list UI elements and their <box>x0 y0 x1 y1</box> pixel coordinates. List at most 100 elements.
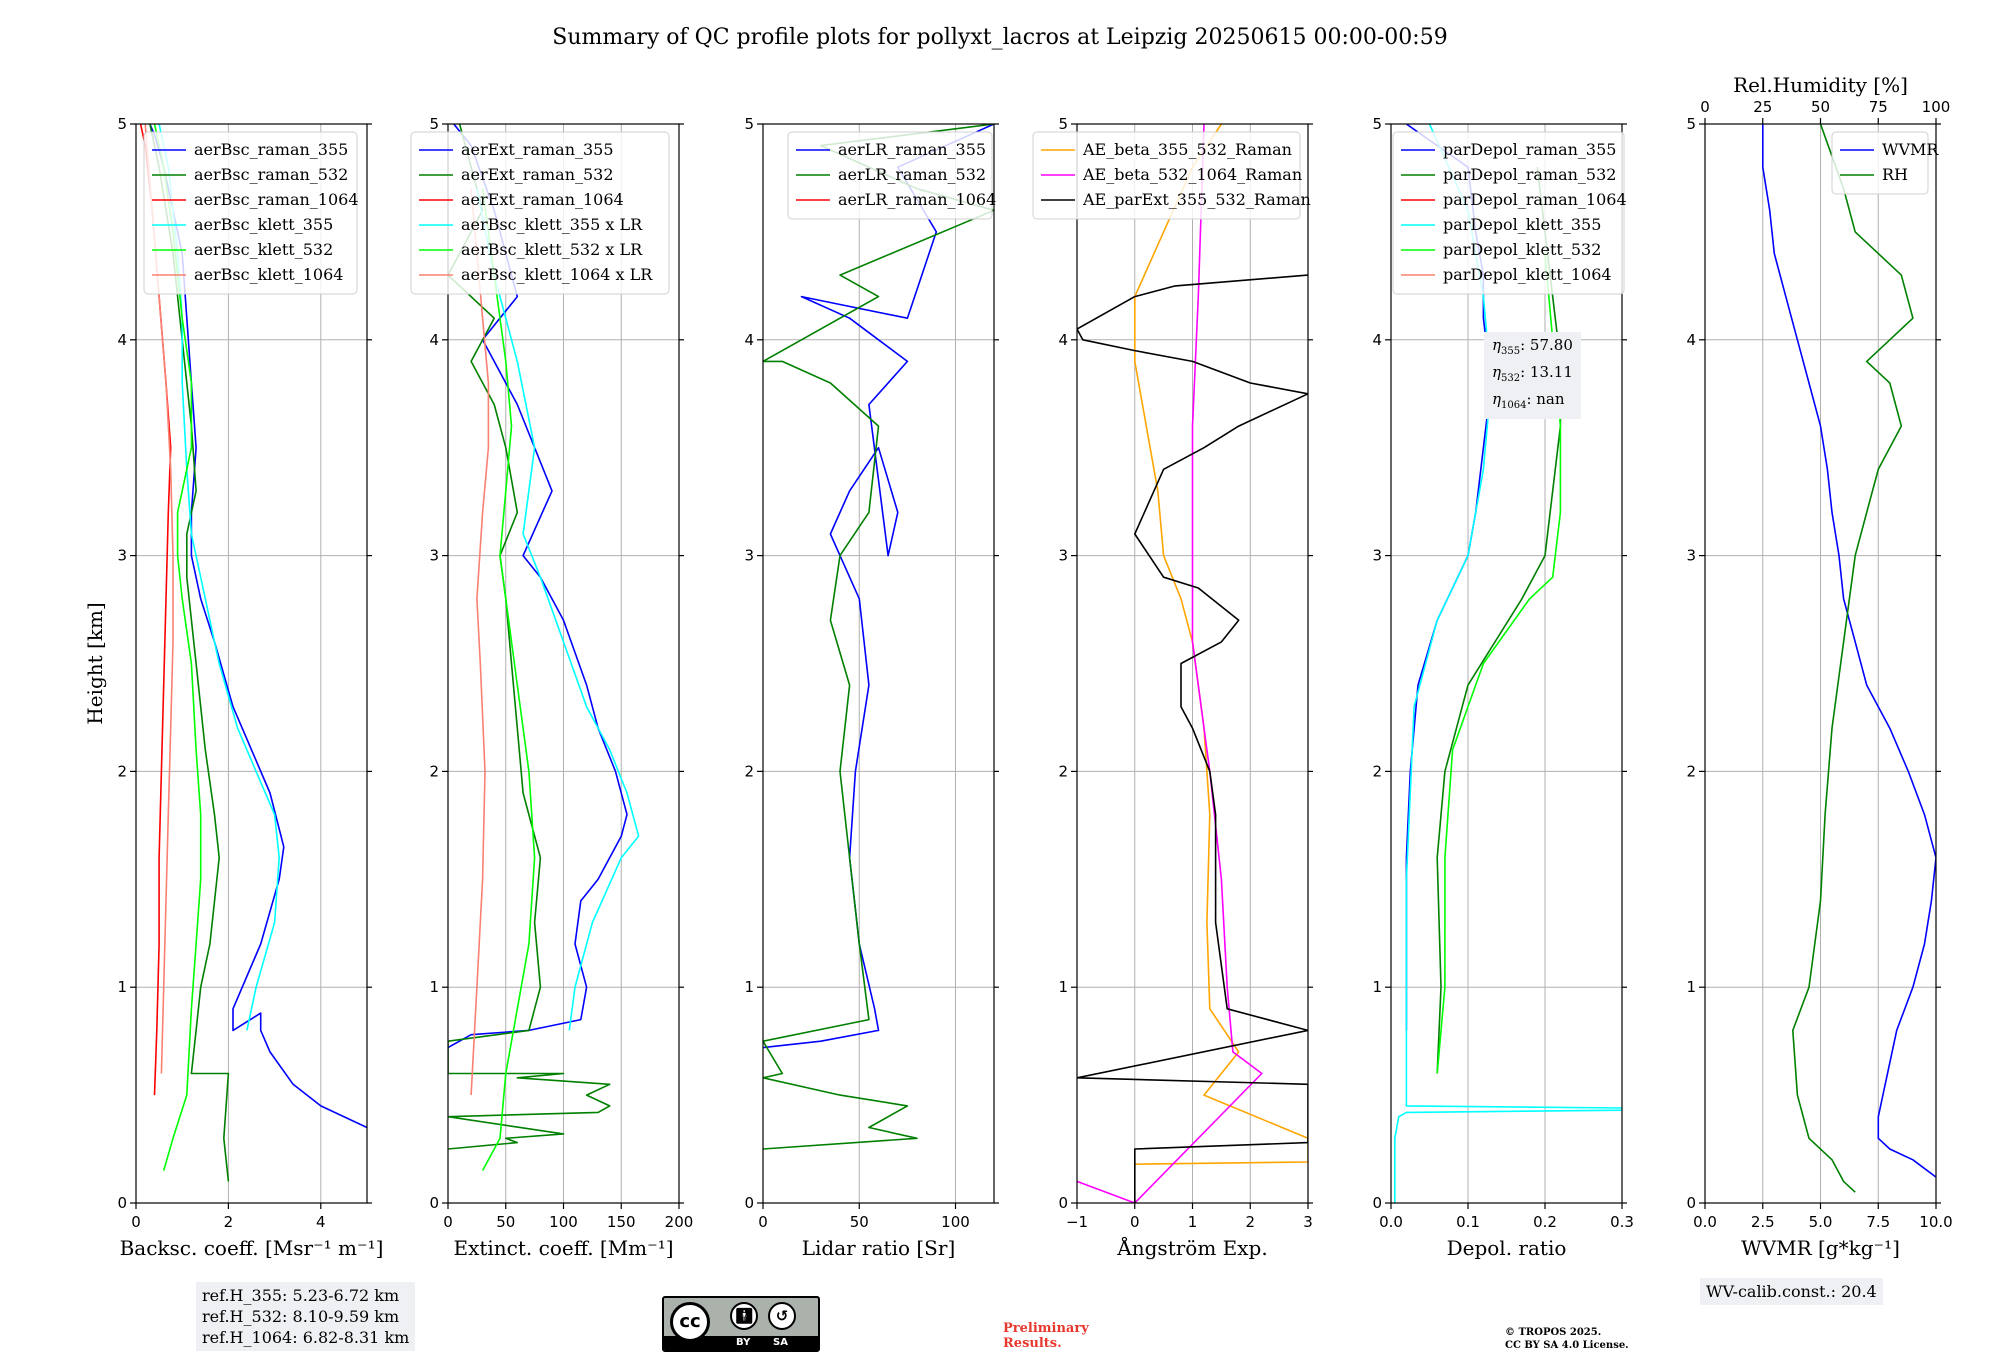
legend-entry: parDepol_klett_1064 <box>1443 265 1612 284</box>
legend-entry: aerBsc_klett_1064 <box>194 265 343 284</box>
depol-calib-box: η355: 57.80 η532: 13.11 η1064: nan <box>1484 332 1581 419</box>
legend-entry: aerBsc_klett_355 x LR <box>461 215 643 234</box>
x-tick-label: 0 <box>443 1213 453 1231</box>
y-tick-label: 4 <box>744 331 754 349</box>
series-line-aerext-raman-532 <box>448 124 611 1150</box>
y-tick-label: 5 <box>1686 115 1696 133</box>
y-tick-label: 5 <box>1058 115 1068 133</box>
axes-frame <box>135 123 368 1204</box>
x-tick-label: 7.5 <box>1866 1213 1890 1231</box>
legend-entry: aerLR_raman_532 <box>838 165 986 184</box>
y-tick-label: 5 <box>117 115 127 133</box>
axes-panel-3: 0 50 100 0 1 2 3 4 5 Lidar ratio [Sr] aerLR_raman_… <box>744 115 999 1260</box>
y-tick-label: 0 <box>744 1194 754 1212</box>
x-tick-label: −1 <box>1066 1213 1088 1231</box>
y-tick-label: 3 <box>429 547 439 565</box>
series-line-aerbsc-klett-355-x-lr <box>476 188 640 1031</box>
series-line-rh <box>1792 124 1914 1193</box>
y-tick-label: 4 <box>1686 331 1696 349</box>
x-axis-label: Lidar ratio [Sr] <box>802 1236 956 1260</box>
axes-panel-5: 0.0 0.1 0.2 0.3 0 1 2 3 4 5 Depol. ratio parDepol_r… <box>1372 115 1633 1260</box>
legend-box <box>1032 131 1301 220</box>
y-tick-label: 3 <box>1058 547 1068 565</box>
x-tick-label: 2 <box>1245 1213 1255 1231</box>
y-tick-label: 5 <box>429 115 439 133</box>
legend-entry: parDepol_klett_532 <box>1443 240 1601 259</box>
legend-box <box>787 131 993 220</box>
y-tick-label: 1 <box>117 978 127 996</box>
legend-entry: aerBsc_raman_532 <box>194 165 348 184</box>
legend-entry: parDepol_raman_355 <box>1443 140 1616 159</box>
legend-entry: aerBsc_klett_1064 x LR <box>461 265 653 284</box>
axes-panel-1: 0 2 4 0 1 2 3 4 5 Backsc. coeff. [Msr⁻¹ m⁻¹] Heigh… <box>83 115 383 1260</box>
y-tick-label: 2 <box>1686 762 1696 780</box>
legend: aerBsc_raman_355 aerBsc_raman_532 aerBsc_r… <box>143 131 359 295</box>
legend-entry: AE_beta_355_532_Raman <box>1082 140 1292 159</box>
x-top-tick-label: 25 <box>1753 98 1772 116</box>
legend-entry: aerLR_raman_1064 <box>838 190 996 209</box>
x-tick-label: 2.5 <box>1751 1213 1775 1231</box>
eta-1064: η1064: nan <box>1492 390 1565 411</box>
legend-box <box>1392 131 1625 295</box>
legend-entry: aerExt_raman_355 <box>461 140 614 159</box>
legend-entry: aerBsc_raman_355 <box>194 140 348 159</box>
x-axis-label: Ångström Exp. <box>1116 1235 1267 1260</box>
x-top-tick-label: 50 <box>1811 98 1830 116</box>
series-line-aerbsc-klett-1064-x-lr <box>470 188 490 1096</box>
copyright-note: © TROPOS 2025. CC BY SA 4.0 License. <box>1505 1327 1629 1351</box>
y-tick-label: 1 <box>1372 978 1382 996</box>
legend: WVMR RH <box>1831 131 1939 195</box>
y-tick-label: 4 <box>1372 331 1382 349</box>
legend-entry: WVMR <box>1882 140 1939 159</box>
y-tick-label: 1 <box>744 978 754 996</box>
reference-height-box: ref.H_355: 5.23-6.72 km ref.H_532: 8.10-… <box>196 1282 416 1351</box>
axes-frame <box>1390 123 1623 1204</box>
y-tick-label: 4 <box>429 331 439 349</box>
y-tick-label: 1 <box>1686 978 1696 996</box>
legend-entry: RH <box>1882 165 1908 184</box>
y-tick-label: 4 <box>1058 331 1068 349</box>
x-axis-label: WVMR [g*kg⁻¹] <box>1741 1236 1900 1260</box>
x-axis-label: Extinct. coeff. [Mm⁻¹] <box>453 1236 673 1260</box>
x-tick-label: 1 <box>1188 1213 1198 1231</box>
legend-entry: parDepol_klett_355 <box>1443 215 1601 234</box>
legend: aerExt_raman_355 aerExt_raman_532 aerExt_r… <box>410 131 670 295</box>
y-tick-label: 5 <box>1372 115 1382 133</box>
x-tick-label: 3 <box>1303 1213 1313 1231</box>
y-tick-label: 0 <box>1058 1194 1068 1212</box>
series-line-ae-parext-355-532-raman <box>1077 274 1308 1203</box>
series-line-aerlr-raman-355 <box>763 124 994 1049</box>
legend-entry: aerBsc_raman_1064 <box>194 190 359 209</box>
cc-icon: cc <box>670 1302 710 1342</box>
x-top-tick-label: 100 <box>1922 98 1951 116</box>
legend-entry: aerBsc_klett_532 <box>194 240 333 259</box>
x-tick-label: 0.3 <box>1610 1213 1634 1231</box>
figure-title: Summary of QC profile plots for pollyxt_… <box>552 25 1447 50</box>
series-line-aerext-raman-355 <box>448 124 628 1049</box>
legend-entry: parDepol_raman_532 <box>1443 165 1616 184</box>
ref-height-355: ref.H_355: 5.23-6.72 km <box>202 1286 400 1305</box>
x-tick-label: 0 <box>131 1213 141 1231</box>
legend-entry: AE_beta_532_1064_Raman <box>1082 165 1302 184</box>
legend-box <box>410 131 670 295</box>
x-tick-label: 5.0 <box>1809 1213 1833 1231</box>
series-line-aerbsc-klett-532 <box>153 124 202 1171</box>
x-axis-label: Backsc. coeff. [Msr⁻¹ m⁻¹] <box>120 1236 384 1260</box>
x-tick-label: 0 <box>758 1213 768 1231</box>
x-tick-label: 50 <box>850 1213 869 1231</box>
y-tick-label: 0 <box>1686 1194 1696 1212</box>
share-alike-icon: ↺ <box>768 1302 796 1330</box>
y-tick-label: 2 <box>1372 762 1382 780</box>
series-line-aerbsc-klett-532-x-lr <box>481 188 536 1171</box>
legend: aerLR_raman_355 aerLR_raman_532 aerLR_rama… <box>787 131 996 220</box>
ref-height-1064: ref.H_1064: 6.82-8.31 km <box>202 1328 410 1347</box>
axes-container: 0 2 4 0 1 2 3 4 5 Backsc. coeff. [Msr⁻¹ m⁻¹] Heigh… <box>83 73 1953 1260</box>
y-tick-label: 3 <box>744 547 754 565</box>
y-tick-label: 3 <box>117 547 127 565</box>
y-tick-label: 1 <box>429 978 439 996</box>
x-tick-label: 0.2 <box>1533 1213 1557 1231</box>
axes-panel-2: 0 50 100 150 200 0 1 2 3 4 5 Extinct. coeff. [Mm⁻¹]… <box>410 115 693 1260</box>
y-tick-label: 5 <box>744 115 754 133</box>
